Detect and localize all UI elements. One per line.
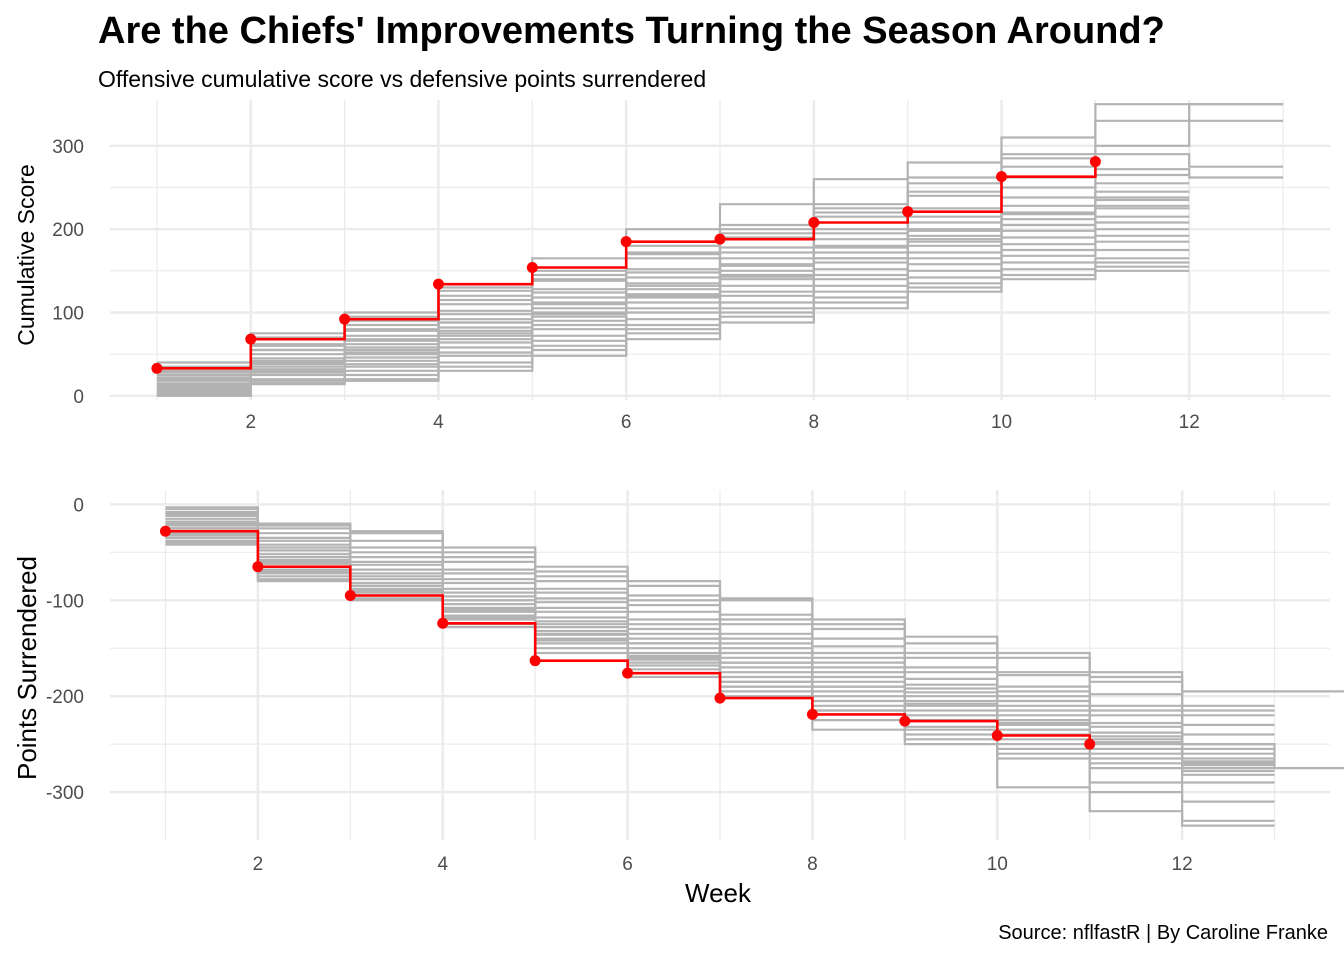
x-tick-label: 4 xyxy=(433,412,444,433)
source-caption: Source: nflfastR | By Caroline Franke xyxy=(998,922,1328,944)
data-point-chiefs xyxy=(902,206,914,218)
data-point-chiefs xyxy=(437,617,449,629)
data-point-chiefs xyxy=(620,236,632,248)
panel-points-surrendered: 2 4 6 8 10 12 0 -100 -200 -300 xyxy=(46,490,1344,875)
data-point-chiefs xyxy=(996,171,1008,183)
series-line-other-team xyxy=(156,198,1190,385)
y-tick-label: 100 xyxy=(52,304,84,325)
y-tick-label: -200 xyxy=(46,687,84,708)
x-tick-label: 6 xyxy=(622,854,633,875)
data-point-chiefs xyxy=(245,333,257,345)
data-point-chiefs xyxy=(526,262,538,273)
data-point-chiefs xyxy=(1089,156,1101,168)
series-line-other-team xyxy=(156,196,1190,386)
x-tick-label: 10 xyxy=(987,854,1008,875)
series-line-other-team xyxy=(156,261,1190,395)
y-tick-label: -100 xyxy=(46,591,84,612)
chart-subtitle: Offensive cumulative score vs defensive … xyxy=(98,66,707,92)
x-tick-label: 6 xyxy=(621,412,632,433)
x-tick-label: 8 xyxy=(809,412,820,433)
data-point-chiefs xyxy=(808,217,820,228)
y-axis-label-cumulative-score: Cumulative Score xyxy=(13,164,39,346)
y-tick-label: 200 xyxy=(52,220,84,241)
panel-cumulative-score: 2 4 6 8 10 12 0 100 200 300 xyxy=(52,100,1330,433)
data-point-chiefs xyxy=(899,715,911,727)
y-tick-label: 0 xyxy=(73,387,84,408)
x-tick-label: 4 xyxy=(437,854,448,875)
x-tick-label: 8 xyxy=(807,854,818,875)
data-point-chiefs xyxy=(1084,738,1096,750)
data-point-chiefs xyxy=(714,233,726,245)
data-point-chiefs xyxy=(806,708,818,720)
data-point-chiefs xyxy=(432,278,444,290)
chart-title: Are the Chiefs' Improvements Turning the… xyxy=(98,10,1165,52)
data-point-chiefs xyxy=(344,589,356,601)
y-tick-label: 0 xyxy=(73,495,84,516)
data-point-chiefs xyxy=(529,655,541,667)
data-point-chiefs xyxy=(159,525,171,537)
x-tick-label: 10 xyxy=(991,412,1012,433)
data-point-chiefs xyxy=(339,313,351,325)
data-point-chiefs xyxy=(252,561,264,573)
data-point-chiefs xyxy=(714,692,726,704)
y-tick-label: 300 xyxy=(52,137,84,158)
x-tick-label: 12 xyxy=(1179,412,1200,433)
y-axis-label-points-surrendered: Points Surrendered xyxy=(12,556,42,780)
y-tick-label: -300 xyxy=(46,783,84,804)
x-axis-label-week: Week xyxy=(685,878,752,908)
data-point-chiefs xyxy=(622,667,634,679)
x-tick-label: 2 xyxy=(245,412,256,433)
x-tick-label: 12 xyxy=(1172,854,1193,875)
data-point-chiefs xyxy=(991,729,1003,741)
x-tick-label: 2 xyxy=(253,854,264,875)
series-line-other-team xyxy=(156,173,1190,374)
data-point-chiefs xyxy=(151,362,163,374)
